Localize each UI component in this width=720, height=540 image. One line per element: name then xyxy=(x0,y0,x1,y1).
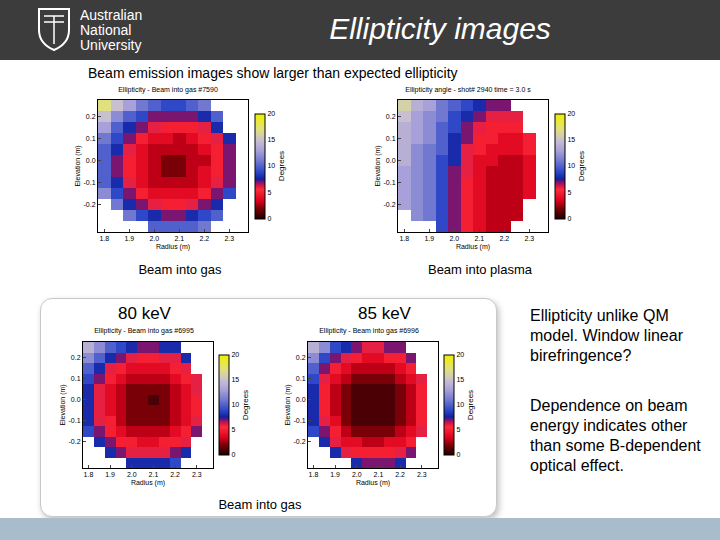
svg-text:5: 5 xyxy=(567,189,571,196)
svg-text:0.0: 0.0 xyxy=(296,396,306,403)
svg-text:0.0: 0.0 xyxy=(71,396,81,403)
html-text:Beam emission images show larg: Beam emission images show larger than ex… xyxy=(88,65,458,81)
svg-text:2.3: 2.3 xyxy=(417,471,427,478)
svg-text:15: 15 xyxy=(456,376,464,383)
svg-text:0: 0 xyxy=(567,215,571,222)
svg-text:0.0: 0.0 xyxy=(386,157,396,164)
svg-text:Degrees: Degrees xyxy=(466,390,475,420)
svg-text:0.2: 0.2 xyxy=(296,354,306,361)
svg-text:Degrees: Degrees xyxy=(241,390,250,420)
svg-text:Elevation (m): Elevation (m) xyxy=(374,145,382,186)
svg-text:2.2: 2.2 xyxy=(499,235,509,242)
svg-text:1.8: 1.8 xyxy=(84,471,94,478)
svg-text:0.2: 0.2 xyxy=(71,354,81,361)
svg-text:0: 0 xyxy=(267,215,271,222)
svg-text:5: 5 xyxy=(456,426,460,433)
svg-text:0.1: 0.1 xyxy=(386,135,396,142)
html-text:80 keV: 80 keV xyxy=(118,304,171,323)
svg-text:10: 10 xyxy=(567,162,575,169)
svg-text:10: 10 xyxy=(267,162,275,169)
svg-text:Elevation (m): Elevation (m) xyxy=(74,145,82,186)
svg-text:Degrees: Degrees xyxy=(577,151,586,181)
svg-text:-0.1: -0.1 xyxy=(69,417,81,424)
html-text:University: University xyxy=(80,37,142,53)
svg-text:2.3: 2.3 xyxy=(224,235,234,242)
svg-text:2.2: 2.2 xyxy=(199,235,209,242)
svg-text:0.2: 0.2 xyxy=(86,113,96,120)
svg-text:10: 10 xyxy=(231,401,239,408)
svg-text:Degrees: Degrees xyxy=(277,151,286,181)
svg-text:-0.2: -0.2 xyxy=(294,438,306,445)
svg-text:-0.2: -0.2 xyxy=(84,201,96,208)
svg-text:0.0: 0.0 xyxy=(86,157,96,164)
svg-text:15: 15 xyxy=(567,136,575,143)
svg-text:-0.1: -0.1 xyxy=(84,179,96,186)
svg-text:20: 20 xyxy=(567,110,575,117)
svg-text:0.1: 0.1 xyxy=(296,375,306,382)
svg-text:Radius (m): Radius (m) xyxy=(156,243,190,251)
html-text:Ellipticity unlike QM model. W: Ellipticity unlike QM model. Window line… xyxy=(530,307,683,364)
html-text:Dependence on beam energy indi: Dependence on beam energy indicates othe… xyxy=(530,397,701,474)
svg-text:-0.2: -0.2 xyxy=(384,201,396,208)
svg-text:0: 0 xyxy=(456,451,460,458)
svg-text:Ellipticity angle - shot# 2940: Ellipticity angle - shot# 2940 time = 3.… xyxy=(405,86,531,94)
html-text:Ellipticity images: Ellipticity images xyxy=(329,12,551,45)
svg-text:15: 15 xyxy=(231,376,239,383)
svg-text:1.8: 1.8 xyxy=(99,235,109,242)
svg-text:1.9: 1.9 xyxy=(105,471,115,478)
html-text:85 keV: 85 keV xyxy=(358,304,411,323)
svg-text:2.3: 2.3 xyxy=(192,471,202,478)
html-text:Beam into gas: Beam into gas xyxy=(218,497,302,512)
svg-text:-0.2: -0.2 xyxy=(69,438,81,445)
html-text:Beam into gas: Beam into gas xyxy=(138,262,222,277)
svg-text:2.2: 2.2 xyxy=(395,471,405,478)
svg-text:Radius (m): Radius (m) xyxy=(356,479,390,487)
svg-text:0.1: 0.1 xyxy=(86,135,96,142)
svg-text:20: 20 xyxy=(267,110,275,117)
svg-text:2.1: 2.1 xyxy=(174,235,184,242)
html-text:National: National xyxy=(80,22,132,38)
html-text:Australian: Australian xyxy=(80,7,143,23)
svg-text:Ellipticity - Beam into gas #7: Ellipticity - Beam into gas #7590 xyxy=(118,86,218,94)
svg-text:2.1: 2.1 xyxy=(374,471,384,478)
svg-text:Elevation (m): Elevation (m) xyxy=(59,384,67,425)
svg-text:5: 5 xyxy=(267,189,271,196)
svg-text:0.1: 0.1 xyxy=(71,375,81,382)
svg-text:2.1: 2.1 xyxy=(474,235,484,242)
svg-text:1.9: 1.9 xyxy=(424,235,434,242)
svg-text:5: 5 xyxy=(231,426,235,433)
svg-text:0.2: 0.2 xyxy=(386,113,396,120)
svg-text:20: 20 xyxy=(456,351,464,358)
html-text:Beam into plasma: Beam into plasma xyxy=(428,262,532,277)
svg-text:Radius (m): Radius (m) xyxy=(131,479,165,487)
svg-text:Elevation (m): Elevation (m) xyxy=(284,384,292,425)
svg-text:-0.1: -0.1 xyxy=(294,417,306,424)
svg-text:1.8: 1.8 xyxy=(309,471,319,478)
svg-text:2.0: 2.0 xyxy=(449,235,459,242)
svg-text:-0.1: -0.1 xyxy=(384,179,396,186)
svg-text:Ellipticity - Beam into gas #6: Ellipticity - Beam into gas #6996 xyxy=(319,327,419,335)
svg-text:0: 0 xyxy=(231,451,235,458)
svg-text:2.2: 2.2 xyxy=(170,471,180,478)
svg-text:10: 10 xyxy=(456,401,464,408)
svg-text:20: 20 xyxy=(231,351,239,358)
svg-text:2.0: 2.0 xyxy=(127,471,137,478)
svg-text:15: 15 xyxy=(267,136,275,143)
svg-text:2.3: 2.3 xyxy=(524,235,534,242)
svg-text:2.1: 2.1 xyxy=(149,471,159,478)
svg-text:Radius (m): Radius (m) xyxy=(456,243,490,251)
svg-text:2.0: 2.0 xyxy=(352,471,362,478)
svg-text:1.8: 1.8 xyxy=(399,235,409,242)
svg-text:1.9: 1.9 xyxy=(124,235,134,242)
svg-text:1.9: 1.9 xyxy=(330,471,340,478)
svg-text:Ellipticity - Beam into gas #6: Ellipticity - Beam into gas #6995 xyxy=(94,327,194,335)
svg-text:2.0: 2.0 xyxy=(149,235,159,242)
